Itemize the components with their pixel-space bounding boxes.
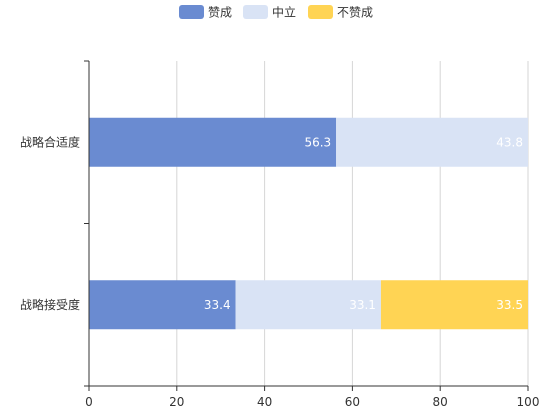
- x-tick-label-2: 40: [257, 395, 272, 409]
- legend-swatch-0: [179, 5, 204, 19]
- legend-swatch-2: [308, 5, 333, 19]
- x-tick-label-5: 100: [517, 395, 540, 409]
- x-tick-label-3: 60: [345, 395, 360, 409]
- bar-label-1-0: 33.4: [204, 298, 231, 312]
- legend-swatch-1: [243, 5, 268, 19]
- x-tick-label-4: 80: [433, 395, 448, 409]
- legend-label-0: 赞成: [208, 6, 232, 20]
- legend-label-2: 不赞成: [337, 6, 373, 20]
- bar-1-2: [380, 280, 528, 330]
- bar-1-1: [235, 280, 381, 330]
- category-label-0: 战略合适度: [20, 134, 80, 149]
- bar-0-1: [336, 117, 528, 167]
- bar-0-0: [89, 117, 337, 167]
- category-label-1: 战略接受度: [20, 297, 80, 312]
- bar-label-1-1: 33.1: [349, 298, 376, 312]
- x-tick-label-0: 0: [85, 395, 93, 409]
- legend-label-1: 中立: [272, 5, 296, 20]
- bar-1-0: [89, 280, 236, 330]
- bar-label-0-0: 56.3: [304, 135, 331, 149]
- bar-label-1-2: 33.5: [496, 298, 523, 312]
- bar-label-0-1: 43.8: [496, 135, 523, 149]
- x-tick-label-1: 20: [169, 395, 184, 409]
